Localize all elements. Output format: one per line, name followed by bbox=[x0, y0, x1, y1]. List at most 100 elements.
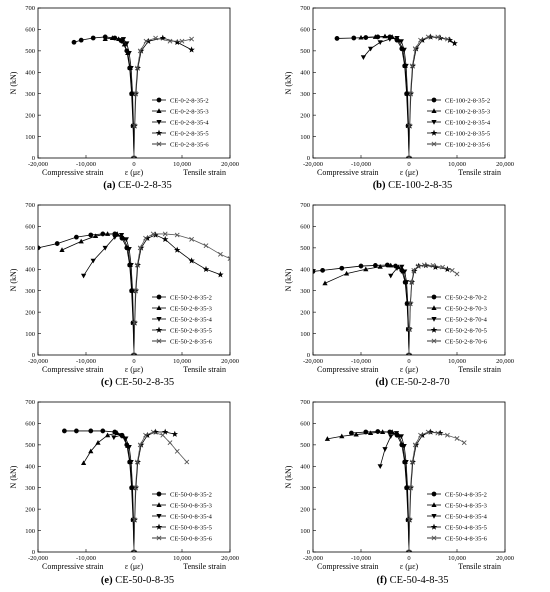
y-tick-label: 400 bbox=[300, 463, 310, 470]
data-point bbox=[419, 431, 426, 438]
data-point bbox=[409, 279, 415, 285]
legend-marker bbox=[156, 317, 162, 322]
legend-marker bbox=[156, 491, 162, 497]
y-tick-label: 700 bbox=[25, 5, 35, 12]
y-tick-label: 100 bbox=[300, 331, 310, 338]
data-point bbox=[88, 428, 94, 434]
data-point bbox=[128, 263, 134, 268]
legend-label: CE-50-2-8-35-5 bbox=[170, 327, 212, 334]
legend-marker bbox=[431, 97, 437, 103]
caption-letter: (a) bbox=[103, 180, 116, 191]
y-tick-label: 600 bbox=[300, 421, 310, 428]
data-point bbox=[123, 237, 129, 243]
legend-marker bbox=[430, 523, 438, 530]
series bbox=[102, 35, 136, 158]
data-point bbox=[121, 41, 128, 47]
y-tick-label: 300 bbox=[25, 91, 35, 98]
legend-marker bbox=[156, 108, 162, 113]
chart-panel-c: 0 100 200 300 400 500 600 700 -20,000 -10,000 0 10,… bbox=[9, 202, 239, 374]
data-point bbox=[117, 433, 124, 438]
legend-marker bbox=[431, 108, 437, 113]
legend-label: CE-50-0-8-35-5 bbox=[170, 524, 212, 531]
data-point bbox=[104, 432, 111, 438]
y-tick-label: 100 bbox=[300, 528, 310, 535]
series bbox=[322, 262, 412, 355]
x-tick-label: 20,000 bbox=[221, 555, 239, 562]
y-tick-label: 400 bbox=[25, 463, 35, 470]
data-point bbox=[78, 238, 84, 244]
y-tick-label: 100 bbox=[25, 331, 35, 338]
legend-label: CE-50-4-8-35-2 bbox=[445, 491, 487, 498]
legend-label: CE-50-4-8-35-4 bbox=[445, 513, 488, 520]
series-line bbox=[408, 431, 441, 552]
data-point bbox=[188, 46, 195, 53]
data-point bbox=[143, 235, 148, 241]
data-point bbox=[363, 266, 369, 272]
data-point bbox=[173, 246, 181, 253]
data-point bbox=[322, 280, 328, 286]
legend-marker bbox=[156, 305, 162, 310]
series bbox=[131, 231, 230, 355]
data-point bbox=[367, 430, 374, 436]
data-point bbox=[375, 429, 381, 434]
data-point bbox=[124, 41, 130, 47]
data-point bbox=[144, 234, 151, 241]
y-tick-label: 300 bbox=[300, 485, 310, 492]
data-point bbox=[188, 257, 195, 264]
x-tick-label: -20,000 bbox=[28, 555, 48, 562]
data-point bbox=[435, 430, 441, 436]
data-point bbox=[430, 263, 436, 268]
x-tick-label: 10,000 bbox=[448, 358, 466, 365]
x-tick-label: -10,000 bbox=[76, 161, 96, 168]
data-point bbox=[358, 34, 364, 40]
y-tick-label: 0 bbox=[32, 549, 35, 556]
x-axis-label-left: Compressive strain bbox=[317, 365, 379, 374]
legend-marker bbox=[155, 326, 163, 333]
x-tick-label: -10,000 bbox=[351, 358, 371, 365]
y-tick-label: 400 bbox=[25, 69, 35, 76]
legend-marker bbox=[431, 294, 437, 300]
data-point bbox=[203, 243, 209, 249]
series-line bbox=[408, 265, 448, 355]
data-point bbox=[38, 245, 41, 251]
data-point bbox=[406, 549, 412, 552]
series-line bbox=[360, 35, 410, 158]
data-point bbox=[137, 48, 143, 54]
data-point bbox=[189, 236, 195, 242]
data-point bbox=[88, 448, 94, 454]
y-tick-label: 200 bbox=[300, 506, 310, 513]
x-tick-label: -10,000 bbox=[76, 555, 96, 562]
legend-label: CE-0-2-8-35-4 bbox=[170, 119, 209, 126]
data-point bbox=[360, 55, 367, 61]
data-point bbox=[407, 123, 412, 129]
caption-name: CE-50-2-8-35 bbox=[115, 377, 175, 388]
data-point bbox=[367, 46, 374, 52]
y-tick-label: 100 bbox=[300, 134, 310, 141]
data-point bbox=[144, 431, 151, 438]
y-tick-label: 100 bbox=[25, 528, 35, 535]
data-point bbox=[403, 280, 410, 285]
series bbox=[313, 262, 412, 355]
data-point bbox=[112, 235, 118, 240]
legend-label: CE-0-2-8-35-3 bbox=[170, 108, 209, 115]
data-point bbox=[131, 155, 137, 158]
data-point bbox=[449, 267, 455, 273]
legend-label: CE-50-2-8-70-3 bbox=[445, 305, 487, 312]
data-point bbox=[133, 485, 138, 491]
x-tick-label: 0 bbox=[132, 555, 135, 562]
data-point bbox=[401, 443, 407, 449]
data-point bbox=[408, 485, 413, 491]
legend-marker bbox=[431, 491, 437, 497]
y-axis-label: N (kN) bbox=[284, 71, 293, 94]
legend-marker bbox=[431, 535, 437, 541]
data-point bbox=[171, 430, 179, 437]
data-point bbox=[137, 442, 143, 448]
data-point bbox=[444, 36, 450, 42]
series-line bbox=[351, 431, 410, 552]
legend-label: CE-50-2-8-35-6 bbox=[170, 338, 213, 345]
x-tick-label: 10,000 bbox=[448, 161, 466, 168]
y-tick-label: 400 bbox=[300, 69, 310, 76]
data-point bbox=[372, 34, 379, 39]
data-point bbox=[373, 263, 378, 268]
y-axis-label: N (kN) bbox=[9, 268, 18, 291]
